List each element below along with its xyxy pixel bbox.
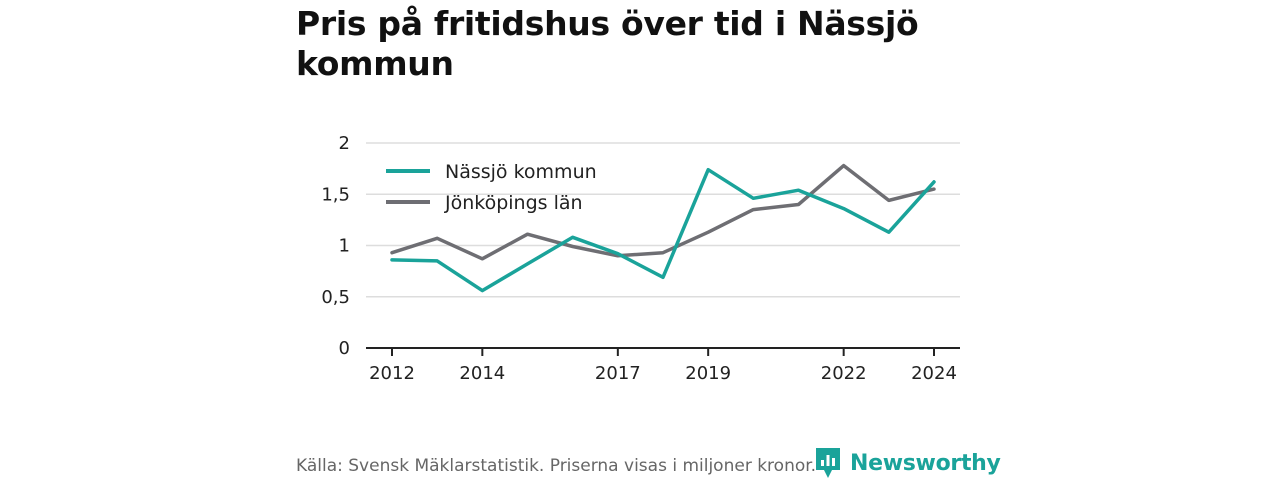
x-tick-label: 2012 [369,363,415,384]
legend: Nässjö kommun Jönköpings län [386,161,597,214]
gridlines [366,142,960,298]
x-tick-label: 2019 [685,363,731,384]
x-tick-label: 2024 [911,363,957,384]
newsworthy-logo-icon [816,448,840,478]
x-axis: 2012 2014 2017 2019 2022 2024 [366,347,960,384]
legend-label: Jönköpings län [444,192,583,214]
y-tick-label: 1 [339,236,350,257]
y-tick-label: 0 [339,338,350,359]
chart-title: Pris på fritidshus över tid i Nässjö kom… [296,4,919,83]
brand-name: Newsworthy [850,450,1001,476]
series-lines [390,163,936,293]
y-tick-label: 2 [339,133,350,154]
brand-logo: Newsworthy [814,446,1001,480]
y-axis: 0 0,5 1 1,5 2 [321,133,350,359]
x-tick-label: 2014 [459,363,505,384]
source-note: Källa: Svensk Mäklarstatistik. Priserna … [296,456,817,476]
legend-label: Nässjö kommun [445,161,597,183]
series-line [390,163,936,261]
y-tick-label: 0,5 [321,287,350,308]
x-tick-label: 2017 [595,363,641,384]
series-line [390,167,936,293]
line-chart: 0 0,5 1 1,5 2 2012 2014 2017 2019 2022 2024 Nässj… [321,133,960,384]
y-tick-label: 1,5 [321,184,350,205]
x-tick-label: 2022 [821,363,867,384]
